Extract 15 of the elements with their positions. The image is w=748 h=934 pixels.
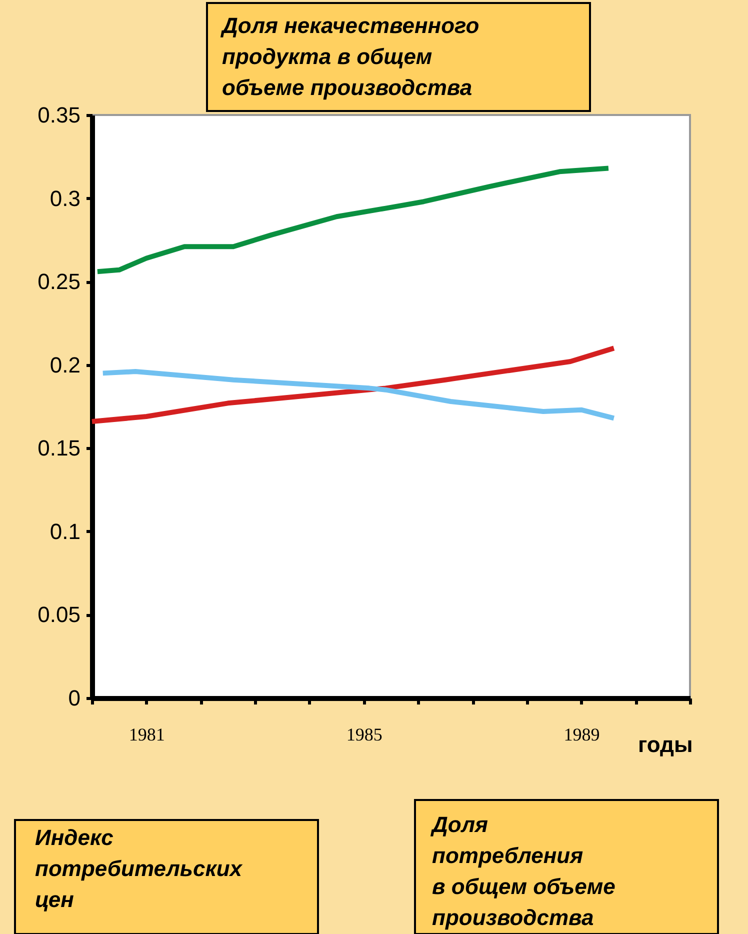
y-tick-label: 0.35 <box>38 102 80 128</box>
text: Доля некачественного продукта в общем объеме производства <box>220 13 480 100</box>
text: Индекс потребительских цен <box>35 825 243 912</box>
y-tick-label: 0.25 <box>38 269 80 294</box>
x-tick-label: 1985 <box>346 724 382 744</box>
y-tick-label: 0.1 <box>50 518 80 544</box>
y-tick-label: 0.15 <box>38 436 80 461</box>
y-tick-label: 0.3 <box>50 186 80 211</box>
y-tick-label: 0.05 <box>38 602 80 628</box>
x-tick-label: 1981 <box>128 724 165 744</box>
x-axis-title: годы <box>638 732 693 757</box>
x-tick-label: 1989 <box>564 724 600 744</box>
text: Доля потребления в общем объеме производства <box>430 812 616 930</box>
y-tick-label: 0 <box>68 686 80 710</box>
y-tick-label: 0.2 <box>50 352 80 378</box>
